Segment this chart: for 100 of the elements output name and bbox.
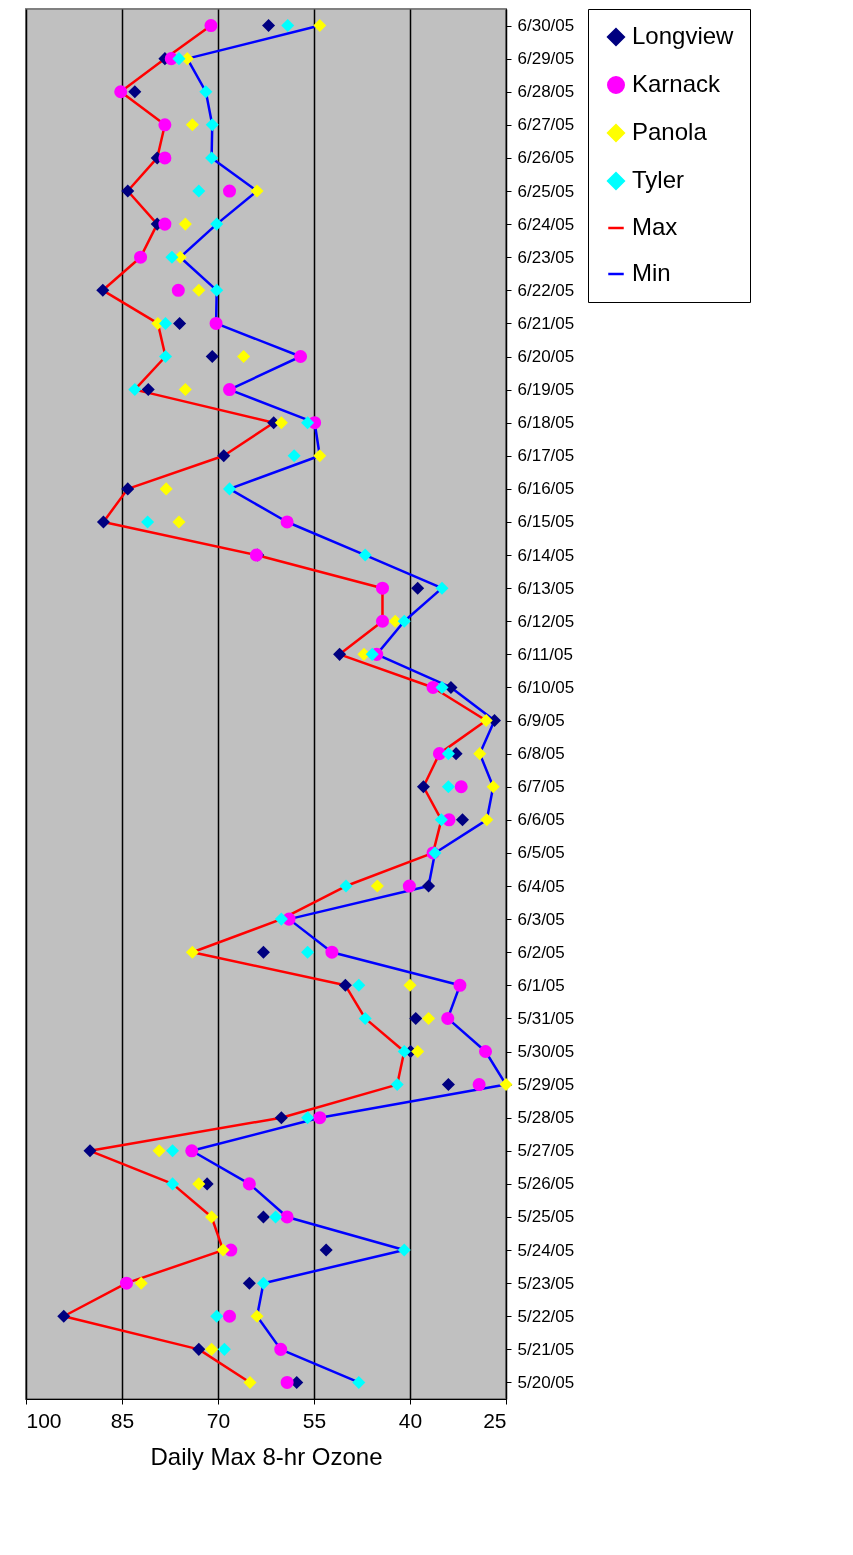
y-tick-label: 6/26/05 [517, 148, 575, 168]
y-tick-label: 6/7/05 [517, 777, 565, 797]
point [479, 714, 493, 728]
point [441, 1011, 455, 1025]
legend-label: Longview [632, 22, 735, 49]
point [358, 1011, 372, 1025]
x-axis-title: Daily Max 8-hr Ozone [150, 1442, 383, 1470]
y-tick-label: 5/20/05 [517, 1372, 575, 1392]
y-tick-label: 6/19/05 [517, 380, 575, 400]
point [280, 1210, 294, 1224]
point [205, 118, 219, 132]
y-tick-label: 6/12/05 [517, 611, 575, 631]
y-tick-label: 6/25/05 [517, 181, 575, 201]
point [158, 151, 172, 165]
point [301, 416, 315, 430]
point [178, 217, 192, 231]
point [256, 1210, 270, 1224]
y-tick-label: 6/28/05 [517, 82, 575, 102]
point [319, 1243, 333, 1257]
point [243, 1375, 257, 1389]
point [370, 879, 384, 893]
y-tick-label: 6/10/05 [517, 677, 575, 697]
point [454, 780, 468, 794]
point [96, 283, 110, 297]
legend-label: Max [632, 213, 678, 240]
point [185, 118, 199, 132]
point [205, 1210, 219, 1224]
point [338, 978, 352, 992]
point [158, 217, 172, 231]
point [205, 349, 219, 364]
point [352, 978, 366, 992]
point [223, 184, 237, 198]
y-tick-label: 5/27/05 [517, 1141, 575, 1161]
y-tick-label: 6/14/05 [517, 545, 575, 565]
point [173, 316, 187, 330]
point [256, 1276, 270, 1290]
y-tick-label: 6/13/05 [517, 578, 575, 598]
point [166, 1144, 180, 1158]
point [313, 449, 327, 463]
point [159, 482, 173, 496]
point [325, 945, 339, 959]
point [152, 1144, 166, 1158]
x-tick-label: 25 [483, 1408, 507, 1432]
point [390, 1078, 404, 1092]
point [274, 416, 288, 430]
point [455, 813, 469, 827]
point [223, 383, 237, 397]
point [411, 581, 425, 595]
point [441, 1078, 455, 1092]
y-tick-label: 5/26/05 [517, 1174, 575, 1194]
point [192, 1177, 206, 1191]
y-tick-label: 5/30/05 [517, 1042, 575, 1061]
y-tick-label: 6/20/05 [517, 347, 575, 366]
point [416, 780, 430, 794]
x-tick-label: 40 [398, 1408, 423, 1432]
x-tick-label: 70 [206, 1408, 231, 1432]
point [134, 250, 148, 264]
y-tick-label: 6/24/05 [517, 214, 575, 234]
point [210, 217, 224, 231]
point [441, 747, 455, 761]
legend-label: Tyler [632, 166, 685, 193]
y-tick-label: 6/30/05 [517, 16, 575, 36]
point [192, 283, 206, 297]
y-tick-label: 5/21/05 [517, 1339, 575, 1359]
point [250, 1309, 264, 1323]
point [435, 581, 449, 595]
point [159, 316, 173, 330]
y-tick-label: 5/23/05 [517, 1273, 575, 1293]
point [209, 316, 223, 330]
y-tick-label: 6/6/05 [517, 810, 565, 830]
point [375, 614, 389, 628]
point [185, 945, 199, 959]
point [134, 1276, 148, 1290]
y-tick-label: 6/21/05 [517, 313, 575, 333]
point [205, 1342, 219, 1356]
point [375, 581, 389, 595]
point [333, 647, 347, 661]
y-tick-label: 6/9/05 [517, 711, 565, 731]
point [274, 912, 288, 926]
point [280, 515, 294, 529]
point [57, 1309, 71, 1323]
y-tick-label: 6/1/05 [517, 975, 565, 995]
point [397, 1044, 411, 1059]
point [473, 747, 487, 761]
point [339, 879, 353, 893]
point [178, 383, 192, 397]
point [280, 1375, 294, 1389]
y-tick-label: 5/24/05 [517, 1240, 575, 1260]
y-tick-label: 5/22/05 [517, 1306, 575, 1326]
point [397, 614, 411, 628]
point [313, 1111, 327, 1125]
y-tick-label: 5/29/05 [517, 1075, 575, 1095]
point [199, 85, 213, 99]
point [217, 1342, 231, 1356]
point [204, 19, 218, 33]
point [128, 383, 142, 397]
point [141, 515, 155, 529]
point [499, 1078, 513, 1092]
point [434, 813, 448, 827]
point [114, 85, 128, 99]
